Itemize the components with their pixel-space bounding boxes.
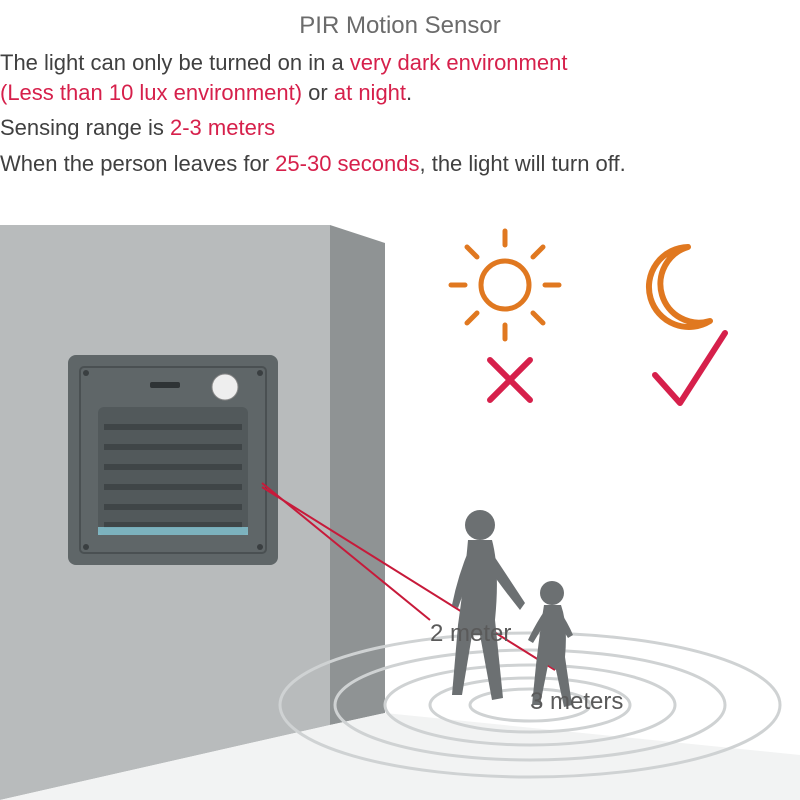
line4a: When the person leaves for [0,151,275,176]
line2b: or [308,80,334,105]
x-mark-icon [490,360,530,400]
check-mark-icon [655,333,725,403]
range-2m-label: 2 meter [430,620,511,648]
line1a: The light can only be turned on in a [0,50,350,75]
illustration [0,225,800,800]
line2a: (Less than 10 lux environment) [0,80,308,105]
moon-icon [649,247,710,327]
title: PIR Motion Sensor [0,0,800,40]
range-3m-label: 3 meters [530,688,623,716]
description: The light can only be turned on in a ver… [0,40,800,179]
line3b: 2-3 meters [170,115,275,140]
line1b: very dark environment [350,50,568,75]
line4b: 25-30 seconds [275,151,419,176]
line4c: , the light will turn off. [419,151,625,176]
line2c: at night [334,80,406,105]
sun-icon [451,231,559,339]
wall-side [330,225,385,725]
line3a: Sensing range is [0,115,170,140]
wall-light-device [68,355,278,565]
line2d: . [406,80,412,105]
